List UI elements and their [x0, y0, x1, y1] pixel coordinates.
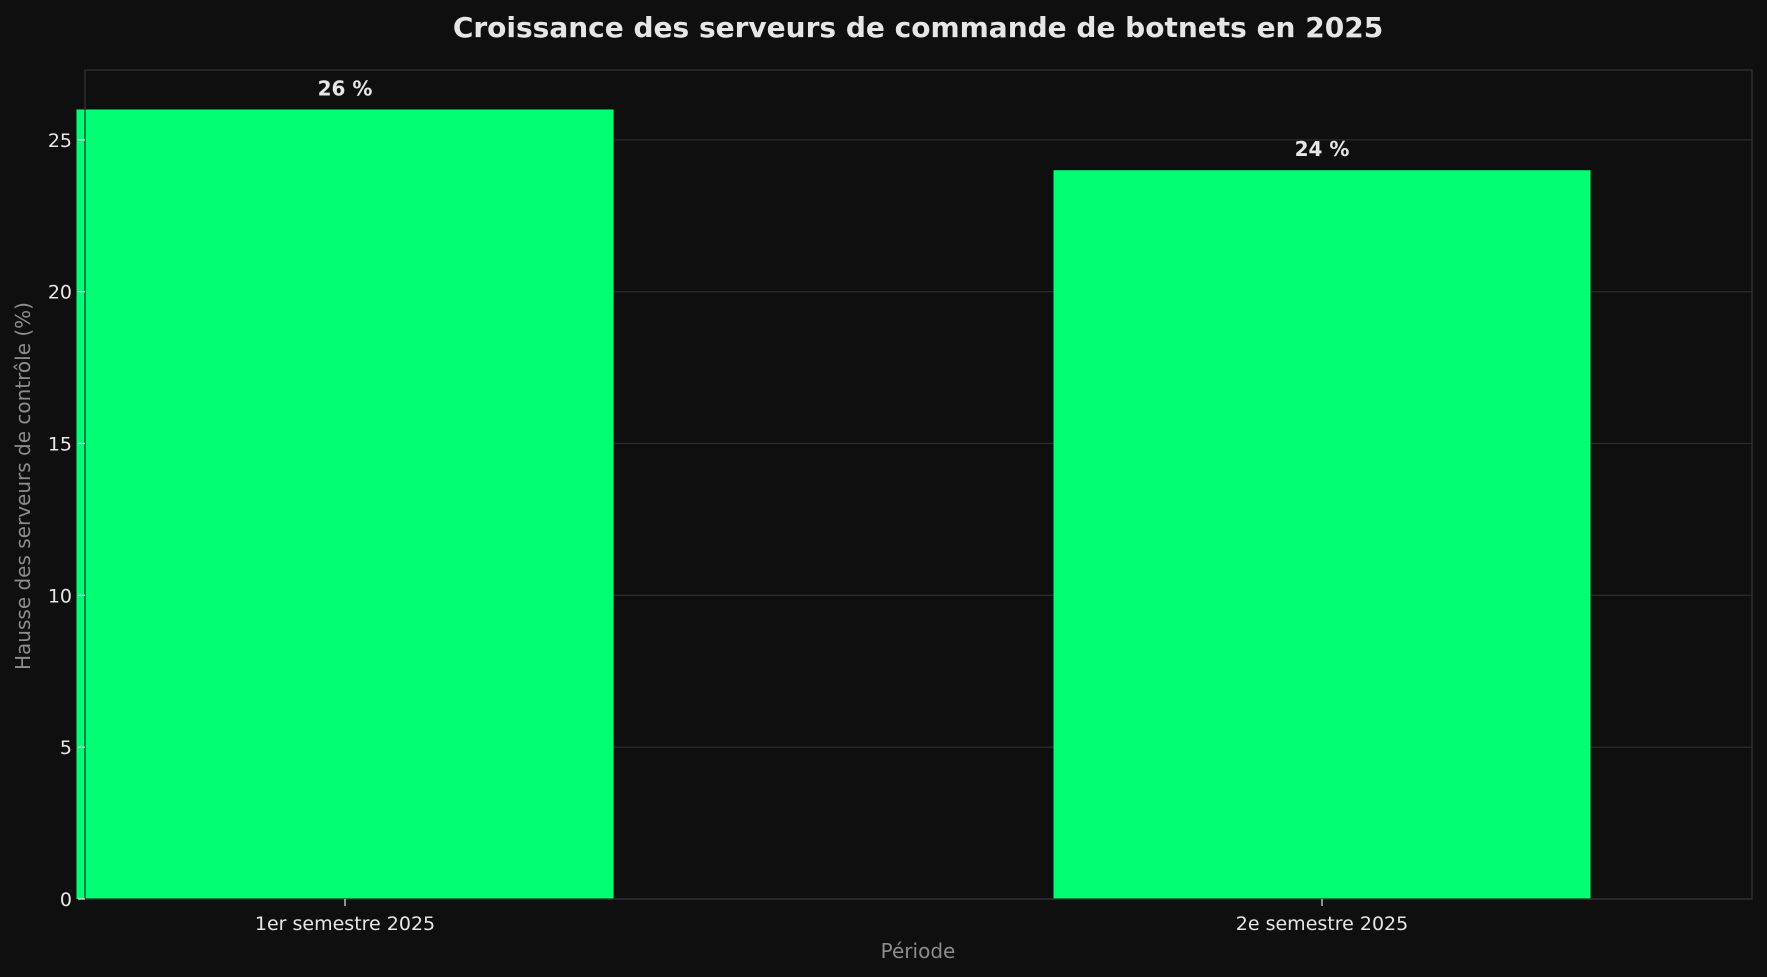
plot-border: [84, 69, 1753, 900]
x-tick-label: 2e semestre 2025: [1236, 913, 1408, 935]
bar-2: [1053, 170, 1591, 899]
bar-value-label: 26 %: [318, 76, 373, 100]
bar-value-label: 24 %: [1295, 137, 1350, 161]
bars: [76, 109, 1591, 899]
y-tick-label: 0: [60, 889, 72, 911]
x-axis-label: Période: [881, 939, 956, 963]
x-tick-label: 1er semestre 2025: [255, 913, 435, 935]
axis-ticks: 0 5 10 15 20 25 1er semestre 2025 2e semestre 2…: [48, 130, 1408, 935]
y-axis-label: Hausse des serveurs de contrôle (%): [11, 302, 35, 670]
data-labels: 26 % 24 %: [318, 76, 1350, 161]
y-tick-label: 20: [48, 282, 72, 304]
y-tick-label: 15: [48, 434, 72, 456]
plot-frame: [84, 69, 1753, 900]
y-tick-label: 10: [48, 585, 72, 607]
y-tick-label: 5: [60, 737, 72, 759]
bar-1: [76, 109, 614, 899]
y-tick-label: 25: [48, 130, 72, 152]
chart-title: Croissance des serveurs de commande de b…: [453, 11, 1383, 44]
